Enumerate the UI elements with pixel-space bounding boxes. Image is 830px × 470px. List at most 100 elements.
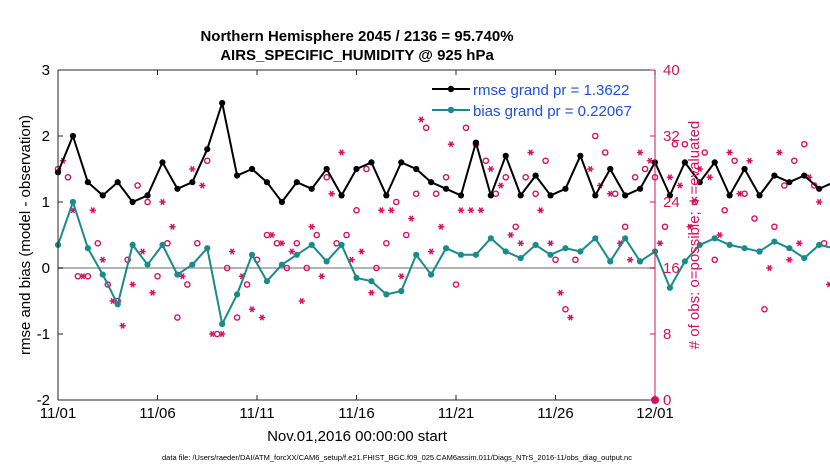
bias-point: [517, 255, 524, 262]
evaluated-obs-marker: [746, 157, 753, 164]
asterisk-stroke: [309, 223, 314, 230]
possible-obs-marker: [681, 140, 689, 148]
evaluated-obs-marker: [338, 149, 345, 156]
rmse-point: [129, 198, 136, 206]
rmse-point: [517, 192, 524, 199]
bias-point: [129, 241, 136, 248]
evaluated-obs-marker: [288, 248, 296, 255]
asterisk-stroke: [170, 223, 175, 230]
evaluated-obs-marker: [248, 306, 256, 313]
bias-point: [383, 291, 390, 298]
possible-obs-marker: [64, 173, 72, 181]
asterisk-stroke: [717, 231, 722, 239]
x-axis-label: Nov.01,2016 00:00:00 start: [267, 428, 448, 445]
evaluated-obs-marker: [348, 256, 355, 263]
bias-point: [607, 258, 614, 265]
rmse-point: [248, 165, 256, 173]
evaluated-obs-marker: [189, 165, 196, 173]
bias-point: [472, 251, 479, 258]
evaluated-obs-marker: [686, 223, 694, 230]
evaluated-obs-marker: [398, 273, 405, 280]
evaluated-obs-marker: [268, 231, 276, 239]
evaluated-obs-marker: [328, 190, 335, 197]
plot-area: [58, 70, 655, 400]
bias-point: [711, 235, 718, 242]
rmse-point: [786, 179, 793, 186]
y-tick-label-right: 32: [663, 128, 680, 145]
possible-obs-marker: [104, 281, 112, 288]
evaluated-obs-marker: [726, 149, 733, 156]
evaluated-obs-marker: [766, 264, 773, 272]
bias-point: [84, 245, 91, 252]
possible-obs-marker: [572, 256, 579, 264]
evaluated-obs-marker: [159, 198, 166, 206]
asterisk-stroke: [747, 157, 752, 164]
rmse-point: [219, 99, 226, 107]
asterisk-stroke: [617, 240, 623, 247]
evaluated-obs-marker: [258, 314, 266, 321]
bias-point: [174, 271, 181, 278]
asterisk-stroke: [249, 306, 255, 313]
bias-point: [666, 284, 674, 291]
rmse-point: [323, 165, 330, 173]
rmse-point: [174, 185, 181, 192]
possible-obs-marker: [621, 223, 629, 231]
possible-obs-marker: [283, 264, 291, 272]
evaluated-obs-marker: [636, 149, 644, 156]
possible-obs-marker: [721, 206, 728, 214]
possible-obs-marker: [502, 173, 510, 181]
evaluated-obs-marker: [199, 182, 206, 189]
evaluated-obs-marker: [427, 248, 435, 255]
legend: rmse grand pr = 1.3622 bias grand pr = 0…: [426, 76, 650, 122]
possible-obs-marker: [532, 190, 539, 198]
asterisk-stroke: [558, 289, 563, 296]
rmse-point: [308, 185, 315, 192]
x-tick-label: 11/06: [139, 405, 175, 422]
x-tick-label: 11/01: [40, 405, 76, 422]
evaluated-obs-marker: [228, 248, 236, 255]
bias-point: [398, 288, 405, 295]
y-ticks-left: -2 -1 0 1 2 3: [37, 62, 63, 409]
evaluated-obs-marker: [388, 207, 395, 214]
rmse-point: [532, 172, 539, 179]
possible-obs-marker: [751, 215, 758, 222]
asterisk-stroke: [767, 264, 772, 272]
evaluated-obs-marker: [298, 297, 305, 305]
asterisk-stroke: [369, 289, 374, 296]
asterisk-stroke: [548, 240, 553, 247]
asterisk-stroke: [239, 273, 245, 280]
legend-box: [426, 76, 650, 122]
bias-point: [323, 258, 330, 265]
bias-point: [457, 251, 465, 258]
asterisk-stroke: [448, 141, 454, 148]
possible-obs-marker: [631, 173, 639, 181]
rmse-point: [368, 159, 375, 166]
asterisk-stroke: [200, 182, 205, 189]
y-axis-label-left: rmse and bias (model - observation): [17, 115, 34, 355]
bias-point: [592, 235, 599, 242]
bias-line: [57, 201, 830, 326]
rmse-point: [278, 198, 285, 206]
evaluated-obs-marker: [716, 231, 723, 239]
evaluated-obs-marker: [587, 165, 594, 173]
asterisk-stroke: [468, 207, 474, 214]
rmse-point: [696, 179, 703, 186]
possible-obs-marker: [512, 223, 520, 231]
possible-obs-marker: [203, 157, 211, 165]
rmse-point: [487, 192, 494, 199]
asterisk-stroke: [180, 273, 185, 280]
asterisk-stroke: [498, 182, 503, 189]
evaluated-obs-marker: [696, 165, 703, 173]
bias-point: [413, 251, 420, 258]
x-tick-label: 11/11: [239, 405, 274, 422]
possible-obs-marker: [800, 140, 808, 148]
asterisk-stroke: [349, 256, 354, 263]
asterisk-stroke: [538, 207, 543, 214]
rmse-point: [234, 172, 241, 179]
possible-obs-marker: [402, 231, 410, 239]
possible-obs-marker: [383, 239, 390, 247]
rmse-point: [353, 165, 360, 173]
evaluated-obs-marker: [417, 116, 425, 123]
evaluated-obs-marker: [547, 240, 554, 247]
rmse-line: [57, 102, 830, 203]
